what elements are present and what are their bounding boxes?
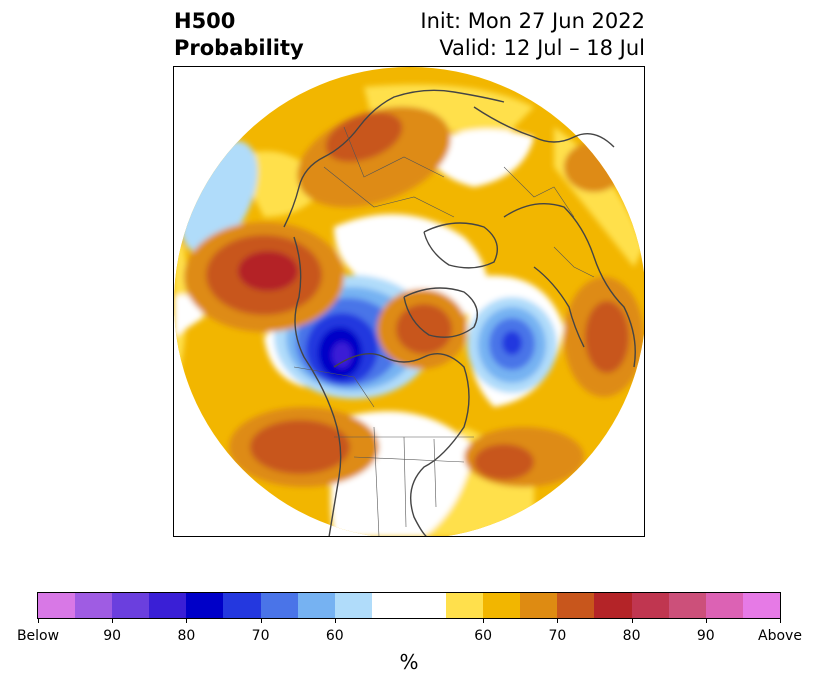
colorbar-segment xyxy=(446,593,484,618)
colorbar-segment xyxy=(557,593,595,618)
colorbar-segment xyxy=(668,593,706,618)
colorbar-tick-label: 80 xyxy=(622,628,641,644)
colorbar-tick-mark xyxy=(705,619,707,623)
colorbar-tick-mark xyxy=(631,619,633,623)
colorbar-unit-label: % xyxy=(399,650,419,674)
colorbar-tick-mark xyxy=(260,619,262,623)
colorbar-tick-mark xyxy=(112,619,114,623)
colorbar-segment xyxy=(38,593,76,618)
colorbar-tick-mark xyxy=(186,619,188,623)
colorbar-segment xyxy=(112,593,150,618)
probability-colorbar xyxy=(37,592,781,619)
colorbar-segment xyxy=(334,593,372,618)
title-line-h500: H500 xyxy=(174,9,236,33)
colorbar-segment xyxy=(260,593,298,618)
colorbar-tick-label: 70 xyxy=(548,628,567,644)
colorbar-segment xyxy=(186,593,224,618)
colorbar-tick-mark xyxy=(334,619,336,623)
colorbar-segment xyxy=(594,593,632,618)
colorbar-tick-label: 60 xyxy=(325,628,344,644)
init-date: Init: Mon 27 Jun 2022 xyxy=(420,9,645,33)
forecast-dates: Init: Mon 27 Jun 2022 Valid: 12 Jul – 18… xyxy=(420,8,645,62)
valid-range: Valid: 12 Jul – 18 Jul xyxy=(439,36,645,60)
colorbar-tick-label: Below xyxy=(16,628,60,644)
colorbar-tick-label: 80 xyxy=(177,628,196,644)
colorbar-tick-label: 90 xyxy=(103,628,122,644)
coastlines xyxy=(283,89,636,536)
colorbar-segment xyxy=(297,593,335,618)
probability-map xyxy=(173,66,645,537)
colorbar-segment xyxy=(75,593,113,618)
colorbar-tick-mark xyxy=(557,619,559,623)
probability-shading xyxy=(174,67,644,536)
colorbar-segment xyxy=(223,593,261,618)
colorbar-segment xyxy=(520,593,558,618)
colorbar-tick-label: 60 xyxy=(474,628,493,644)
colorbar-segment xyxy=(408,593,447,618)
colorbar-segment xyxy=(483,593,521,618)
colorbar-segment xyxy=(705,593,743,618)
colorbar-tick-mark xyxy=(483,619,485,623)
political-borders xyxy=(293,126,595,536)
title-line-probability: Probability xyxy=(174,36,304,60)
colorbar-tick-mark xyxy=(38,619,39,623)
colorbar-tick-mark xyxy=(780,619,781,623)
colorbar-segment xyxy=(149,593,187,618)
colorbar-tick-label: 70 xyxy=(251,628,270,644)
colorbar-tick-label: 90 xyxy=(696,628,715,644)
map-title: H500 Probability xyxy=(174,8,304,62)
map-graphic xyxy=(174,67,644,536)
colorbar-tick-label: Above xyxy=(758,628,802,644)
colorbar-segment xyxy=(742,593,780,618)
colorbar-segment xyxy=(631,593,669,618)
colorbar-segment xyxy=(371,593,409,618)
